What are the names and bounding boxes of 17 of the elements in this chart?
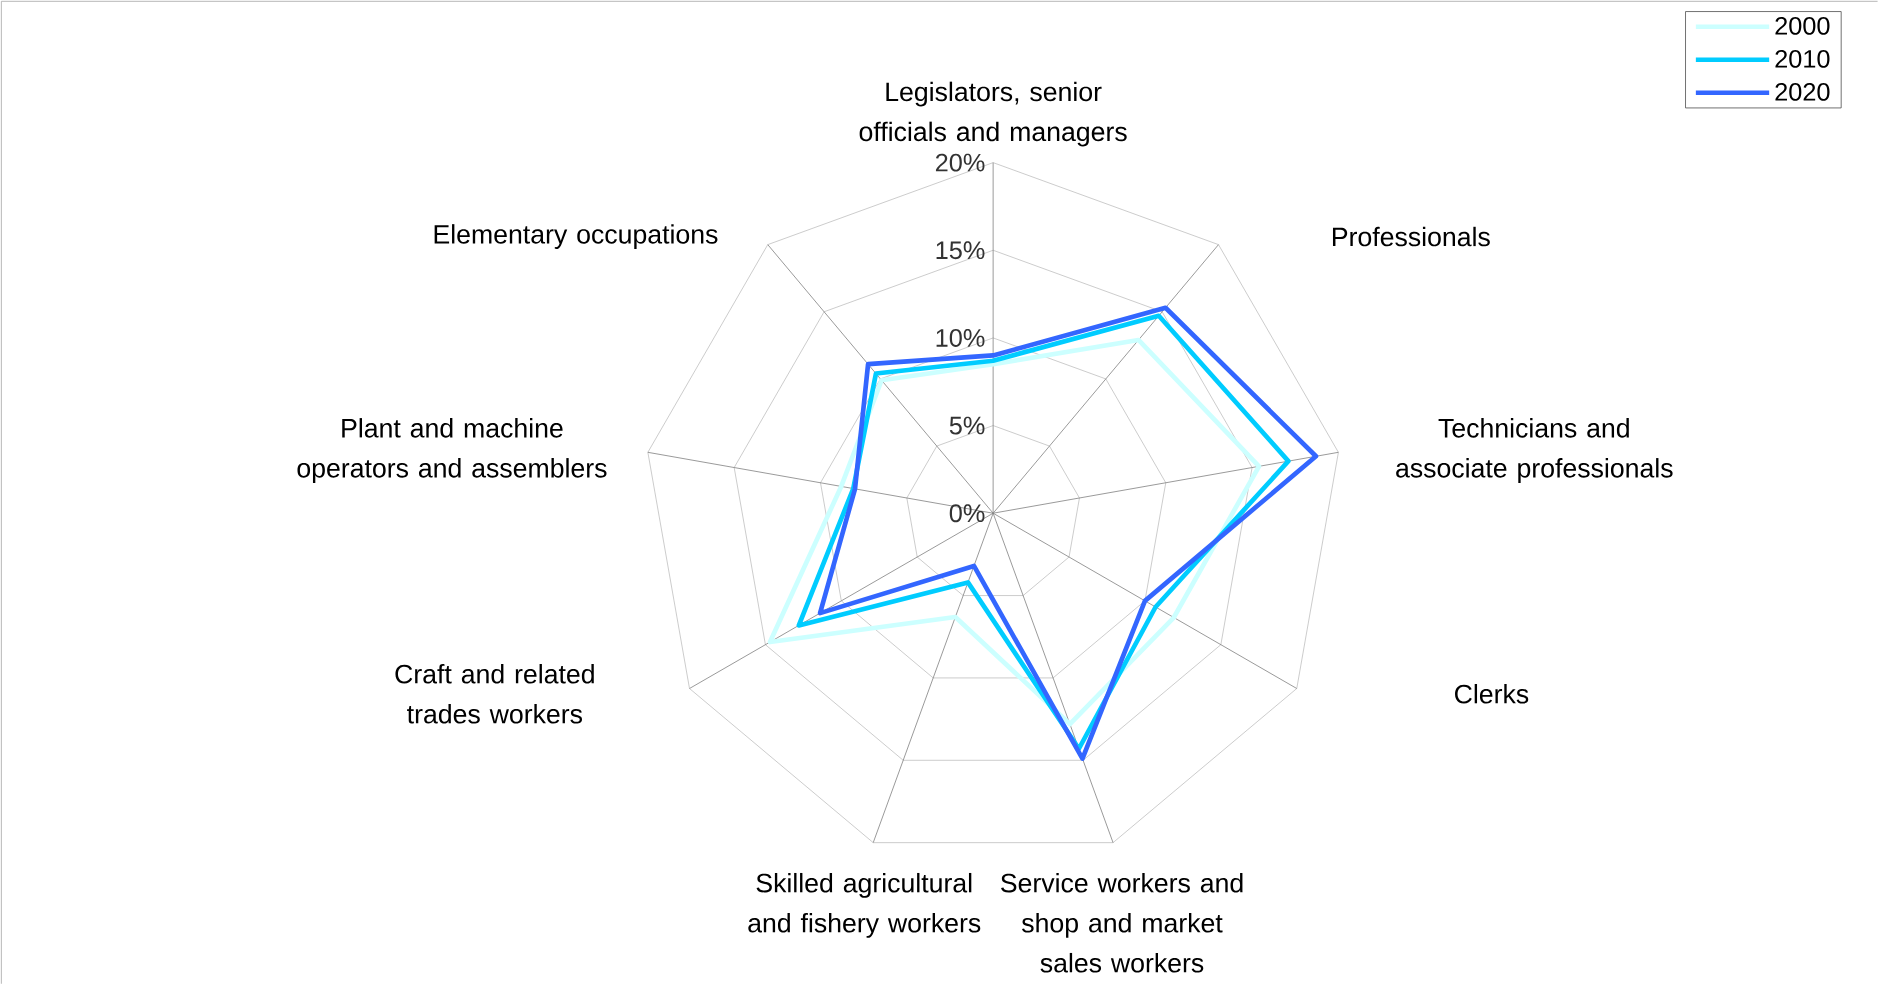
legend-label: 2000 xyxy=(1775,16,1830,35)
spoke-label: Plant and machine operators and assemblers xyxy=(297,418,607,483)
legend-label: 2020 xyxy=(1775,82,1830,101)
spoke-label: Service workers and shop and market sales workers xyxy=(1001,872,1243,973)
legend-label: 2010 xyxy=(1775,49,1830,68)
spoke-label: Skilled agricultural and fishery workers xyxy=(748,872,981,938)
y-tick-label: 0% xyxy=(949,504,985,523)
y-tick-label: 20% xyxy=(935,153,985,172)
spoke-label: Craft and related trades workers xyxy=(395,663,594,724)
y-tick-label: 5% xyxy=(949,416,985,435)
spoke-label: Technicians and associate professionals xyxy=(1396,418,1673,483)
spoke-label: Professionals xyxy=(1332,226,1490,247)
y-tick-label: 15% xyxy=(936,241,985,260)
spoke-label: Clerks xyxy=(1455,683,1529,704)
spoke-label: Elementary occupations xyxy=(434,224,718,249)
spoke-label: Legislators, senior officials and managers xyxy=(859,81,1127,147)
y-tick-label: 10% xyxy=(936,328,985,347)
